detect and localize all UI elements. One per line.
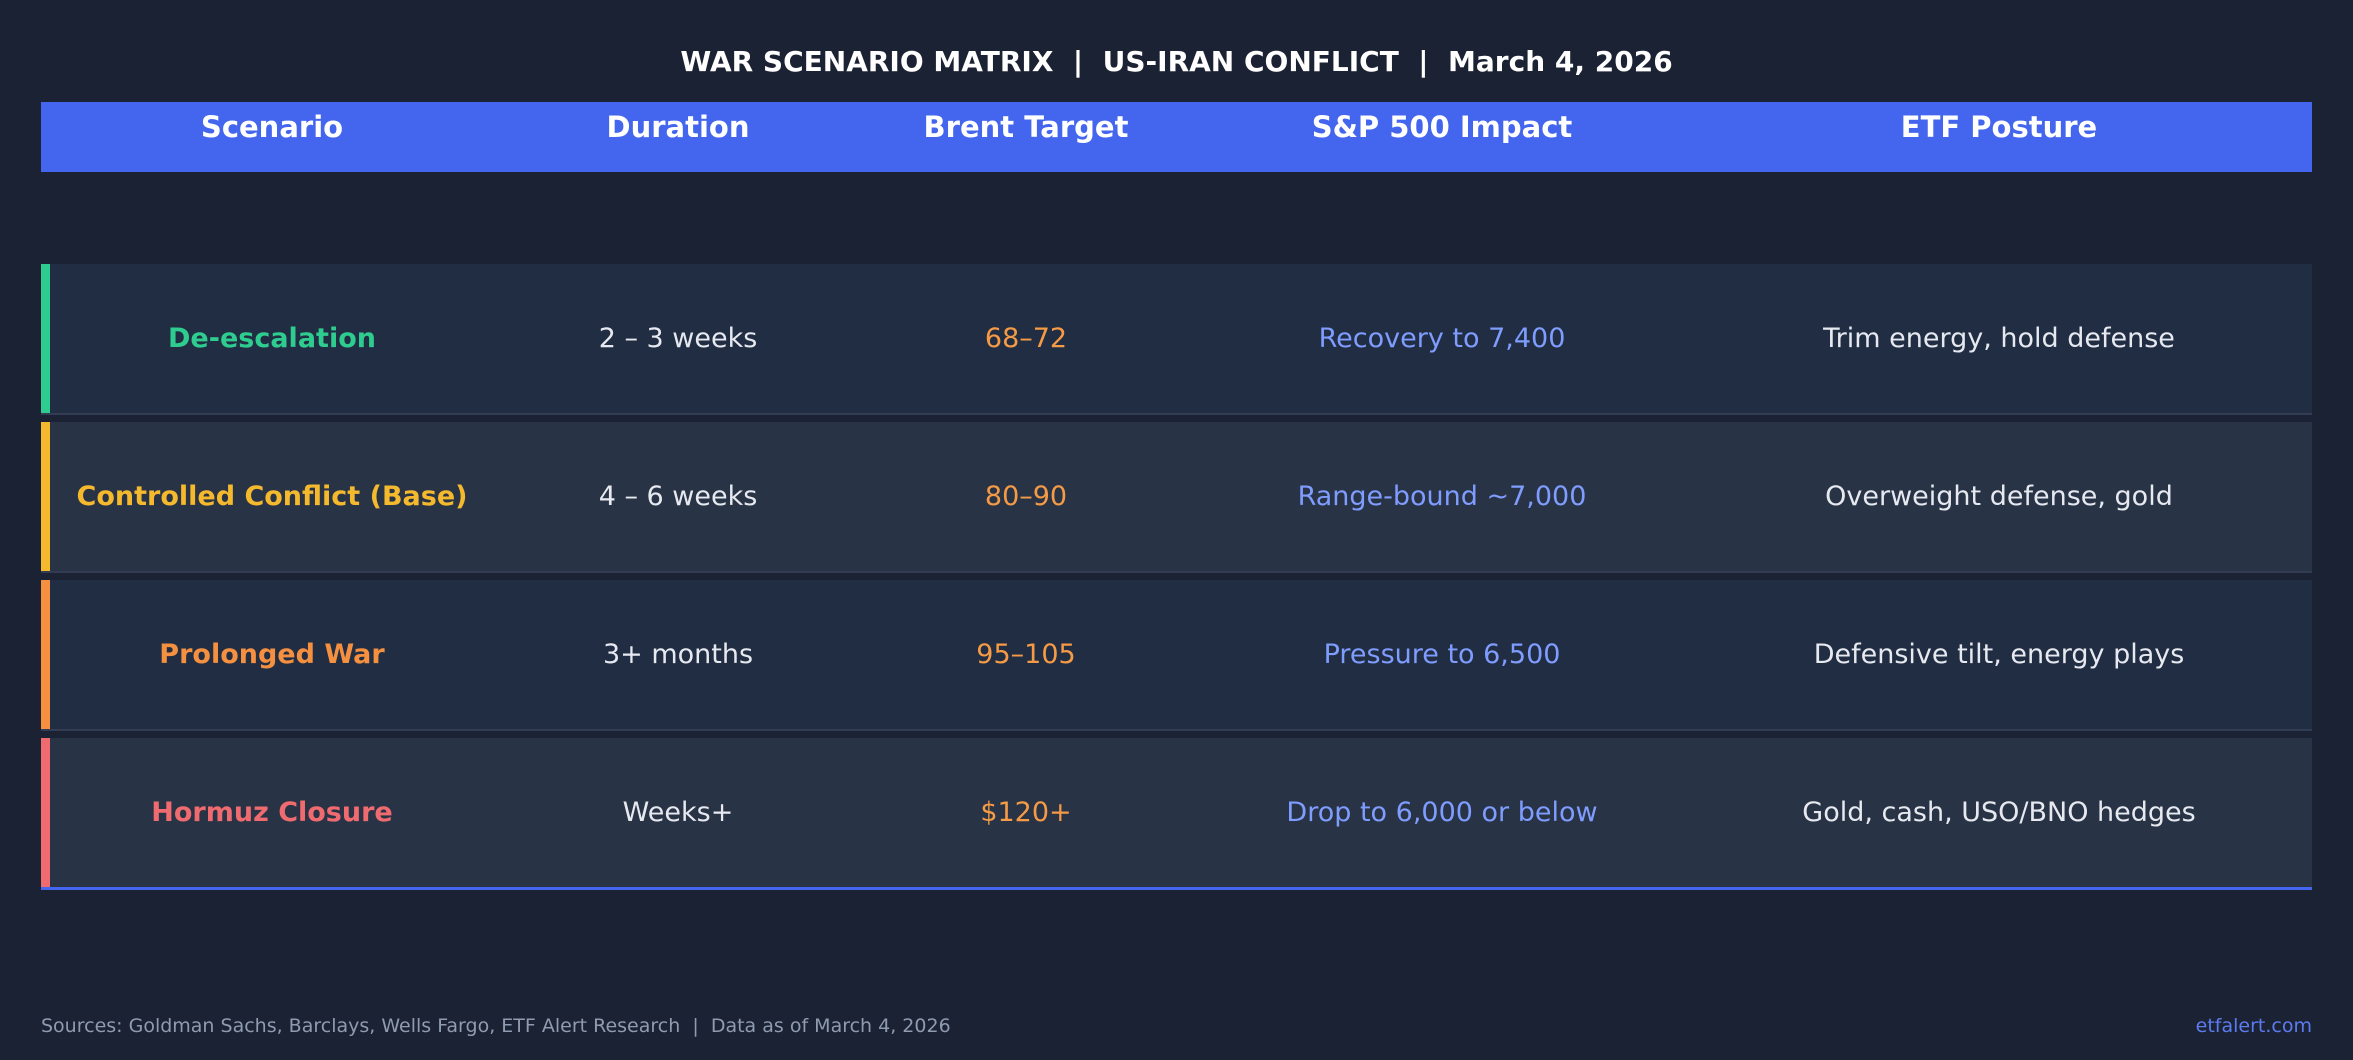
row-divider [41, 413, 2312, 415]
duration-cell: 4 – 6 weeks [598, 481, 758, 512]
row-divider [41, 571, 2312, 573]
duration-cell: 2 – 3 weeks [598, 323, 758, 354]
etf-posture-cell: Defensive tilt, energy plays [1813, 639, 2185, 670]
table-row: De-escalation 2 – 3 weeks 68–72 Recovery… [41, 264, 2312, 414]
table-bottom-border [41, 887, 2312, 890]
sp500-impact-cell: Pressure to 6,500 [1323, 639, 1561, 670]
scenario-cell: Controlled Conflict (Base) [76, 481, 468, 512]
etf-posture-cell: Trim energy, hold defense [1823, 323, 2175, 354]
brent-target-cell: $120+ [980, 797, 1072, 828]
sp500-impact-cell: Drop to 6,000 or below [1286, 797, 1598, 828]
duration-cell: Weeks+ [622, 797, 734, 828]
column-header-etf-posture: ETF Posture [1900, 110, 2098, 144]
row-accent-bar [41, 738, 50, 888]
table-row: Hormuz Closure Weeks+ $120+ Drop to 6,00… [41, 738, 2312, 888]
row-accent-bar [41, 580, 50, 730]
column-header-scenario: Scenario [200, 110, 344, 144]
scenario-cell: Prolonged War [159, 639, 385, 670]
duration-cell: 3+ months [602, 639, 754, 670]
table-row: Controlled Conflict (Base) 4 – 6 weeks 8… [41, 422, 2312, 572]
scenario-cell: Hormuz Closure [151, 797, 393, 828]
column-header-brent-target: Brent Target [923, 110, 1129, 144]
site-link[interactable]: etfalert.com [2195, 1015, 2312, 1037]
sources-note: Sources: Goldman Sachs, Barclays, Wells … [41, 1015, 951, 1037]
row-divider [41, 729, 2312, 731]
row-accent-bar [41, 264, 50, 414]
brent-target-cell: 95–105 [976, 639, 1076, 670]
sp500-impact-cell: Recovery to 7,400 [1318, 323, 1566, 354]
brent-target-cell: 80–90 [984, 481, 1068, 512]
chart-title: WAR SCENARIO MATRIX | US-IRAN CONFLICT |… [680, 45, 1673, 78]
scenario-cell: De-escalation [168, 323, 376, 354]
etf-posture-cell: Gold, cash, USO/BNO hedges [1802, 797, 2196, 828]
table-row: Prolonged War 3+ months 95–105 Pressure … [41, 580, 2312, 730]
brent-target-cell: 68–72 [984, 323, 1068, 354]
table-header: Scenario Duration Brent Target S&P 500 I… [41, 102, 2312, 172]
column-header-sp500-impact: S&P 500 Impact [1311, 110, 1573, 144]
sp500-impact-cell: Range-bound ~7,000 [1297, 481, 1587, 512]
row-accent-bar [41, 422, 50, 572]
column-header-duration: Duration [606, 110, 750, 144]
etf-posture-cell: Overweight defense, gold [1825, 481, 2173, 512]
